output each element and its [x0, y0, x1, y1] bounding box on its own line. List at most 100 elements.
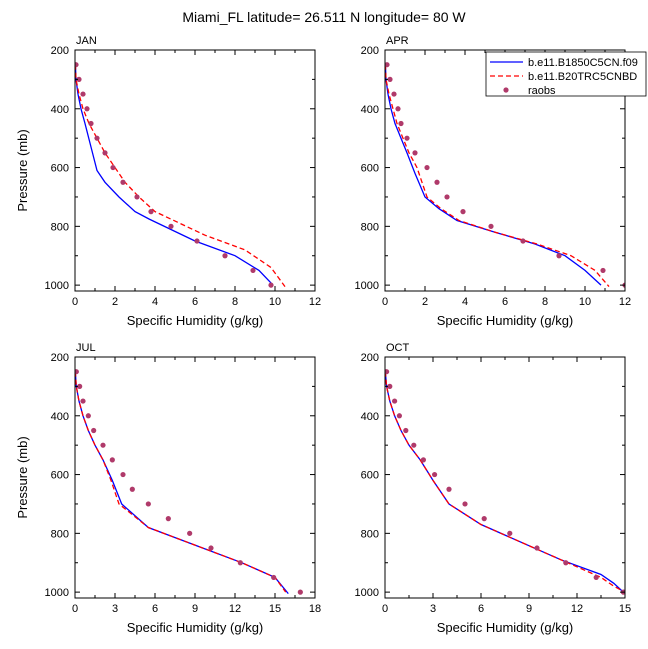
y-tick-label: 1000	[45, 587, 69, 599]
x-tick-label: 4	[462, 296, 468, 308]
raobs-point	[462, 501, 468, 507]
x-axis-label: Specific Humidity (g/kg)	[127, 313, 264, 328]
y-axis-label: Pressure (mb)	[15, 129, 30, 211]
x-tick-label: 0	[382, 603, 388, 615]
plot-area	[75, 62, 286, 288]
raobs-point	[165, 516, 171, 522]
raobs-point	[593, 574, 599, 581]
legend-box	[485, 51, 647, 97]
x-tick-label: 2	[422, 296, 428, 308]
y-tick-label: 800	[51, 528, 69, 540]
y-tick-label: 800	[51, 221, 69, 233]
legend-marker	[503, 87, 509, 93]
raobs-point	[120, 179, 126, 185]
raobs-point	[420, 457, 426, 463]
raobs-point	[563, 560, 569, 566]
raobs-point	[387, 383, 393, 389]
x-tick-label: 12	[229, 603, 241, 615]
x-tick-label: 12	[619, 296, 631, 308]
raobs-point	[396, 413, 402, 419]
raobs-point	[385, 62, 390, 68]
raobs-point	[395, 106, 401, 112]
raobs-point	[387, 76, 393, 82]
x-tick-label: 6	[192, 296, 198, 308]
raobs-point	[134, 194, 140, 200]
y-tick-label: 200	[361, 352, 379, 364]
raobs-point	[168, 223, 174, 229]
x-axis-label: Specific Humidity (g/kg)	[437, 620, 574, 635]
raobs-point	[391, 91, 397, 97]
x-tick-label: 12	[309, 296, 321, 308]
x-tick-label: 9	[526, 603, 532, 615]
x-tick-label: 0	[72, 603, 78, 615]
raobs-point	[94, 135, 100, 141]
raobs-point	[102, 150, 108, 156]
raobs-point	[424, 164, 430, 171]
panel-label: OCT	[386, 342, 410, 354]
x-tick-label: 8	[232, 296, 238, 308]
raobs-point	[385, 369, 390, 375]
raobs-point	[481, 516, 487, 522]
legend-entry-label: b.e11.B20TRC5CNBD	[528, 71, 637, 83]
raobs-point	[145, 501, 151, 507]
raobs-point	[398, 120, 404, 127]
raobs-point	[250, 267, 256, 274]
x-tick-label: 15	[269, 603, 281, 615]
raobs-point	[110, 164, 116, 171]
raobs-point	[488, 223, 494, 229]
raobs-point	[85, 413, 91, 419]
x-axis-label: Specific Humidity (g/kg)	[437, 313, 574, 328]
raobs-point	[80, 398, 86, 404]
raobs-point	[75, 62, 79, 68]
y-tick-label: 400	[361, 104, 379, 116]
raobs-point	[75, 369, 79, 375]
x-tick-label: 9	[192, 603, 198, 615]
y-axis-label: Pressure (mb)	[15, 436, 30, 518]
raobs-point	[194, 238, 200, 244]
raobs-point	[434, 179, 440, 185]
raobs-point	[237, 560, 243, 566]
raobs-point	[80, 91, 86, 97]
raobs-point	[88, 120, 94, 127]
raobs-point	[460, 209, 466, 215]
x-tick-label: 10	[579, 296, 591, 308]
x-tick-label: 4	[152, 296, 158, 308]
y-tick-label: 1000	[355, 280, 379, 292]
y-tick-label: 400	[51, 411, 69, 423]
raobs-point	[403, 427, 409, 434]
x-tick-label: 6	[502, 296, 508, 308]
panel-label: APR	[386, 35, 409, 47]
plot-area	[385, 62, 625, 288]
panel-jan: JAN 0 2 4 6 8 10 12 200 400 600 800 1000 Specific Hum…	[15, 35, 321, 328]
raobs-point	[222, 253, 228, 259]
raobs-point	[208, 545, 214, 551]
y-tick-label: 1000	[355, 587, 379, 599]
raobs-point	[91, 427, 97, 434]
y-tick-label: 800	[361, 528, 379, 540]
raobs-point	[120, 471, 126, 478]
raobs-point	[432, 471, 438, 478]
x-tick-label: 2	[112, 296, 118, 308]
x-tick-label: 10	[269, 296, 281, 308]
dashed-series-line	[75, 371, 287, 593]
raobs-point	[129, 486, 135, 492]
legend: b.e11.B1850C5CN.f09 b.e11.B20TRC5CNBD raob…	[485, 51, 647, 97]
y-tick-label: 600	[51, 163, 69, 175]
dashed-series-line	[385, 371, 625, 593]
x-tick-label: 0	[72, 296, 78, 308]
solid-series-line	[75, 64, 274, 286]
y-tick-label: 1000	[45, 280, 69, 292]
raobs-point	[392, 398, 398, 404]
raobs-point	[268, 282, 274, 288]
x-tick-label: 18	[309, 603, 321, 615]
y-tick-label: 200	[361, 45, 379, 57]
x-tick-label: 12	[571, 603, 583, 615]
raobs-point	[556, 253, 562, 259]
raobs-point	[411, 442, 417, 448]
plot-frame	[384, 356, 626, 599]
raobs-point	[404, 135, 410, 141]
x-tick-label: 3	[112, 603, 118, 615]
raobs-point	[271, 574, 277, 581]
